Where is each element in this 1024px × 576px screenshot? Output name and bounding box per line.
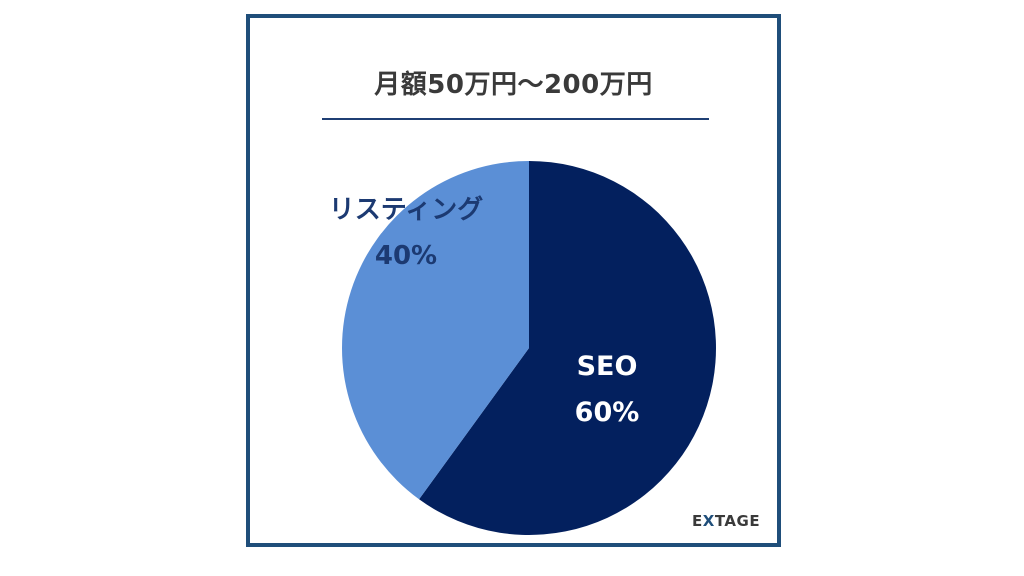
slice-label-listing: リスティング [329, 195, 483, 225]
slice-label-seo: SEO [577, 351, 638, 382]
chart-title: 月額50万円～200万円 [374, 70, 653, 100]
pie-chart: SEO 60% リスティング 40% [329, 161, 716, 535]
pie-slice-listing [342, 161, 529, 500]
slice-value-seo: 60% [575, 397, 640, 428]
slice-value-listing: 40% [375, 241, 437, 271]
title-divider [322, 118, 709, 120]
pie-slice-seo [419, 161, 716, 535]
extage-logo: EXTAGE [692, 512, 761, 530]
chart-frame: 月額50万円～200万円 SEO 60% リスティング 40% EXTAGE [246, 14, 781, 547]
